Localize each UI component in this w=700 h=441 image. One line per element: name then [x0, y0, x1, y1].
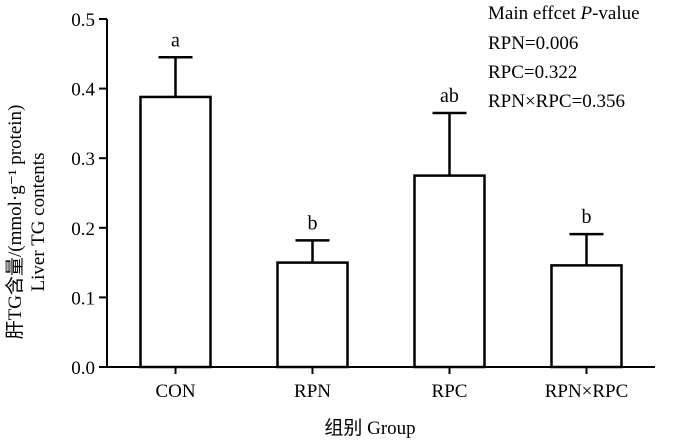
annotation-line-rpc: RPC=0.322	[488, 62, 577, 83]
y-axis-title-line1: 肝TG含量/(mmol·g⁻¹ protein)	[4, 105, 26, 340]
annotation-heading-p: P	[580, 3, 593, 24]
x-category-label: RPN×RPC	[545, 381, 629, 402]
annotation-heading-suffix: -value	[592, 3, 639, 24]
significance-letter: a	[171, 29, 180, 51]
y-tick-label: 0.1	[71, 288, 95, 309]
y-tick-label: 0.4	[71, 80, 95, 101]
y-axis-title-line2: Liver TG contents	[28, 153, 49, 292]
x-category-label: RPN	[294, 381, 331, 402]
bar	[413, 174, 486, 369]
significance-letter: ab	[440, 85, 459, 107]
y-tick-label: 0.0	[71, 358, 95, 379]
annotation-heading-prefix: Main effcet	[488, 3, 581, 24]
annotation-line-rpn: RPN=0.006	[488, 33, 578, 54]
y-tick-label: 0.5	[71, 10, 95, 31]
y-ticks-layer: 0.0 0.1 0.2 0.3 0.4 0.5	[71, 10, 107, 379]
significance-letter: b	[582, 206, 592, 228]
labels-layer: a CON b RPN ab RPC b RPN×RPC	[155, 29, 628, 402]
y-tick-label: 0.2	[71, 219, 95, 240]
effect-annotation: Main effcet P-value RPN=0.006 RPC=0.322 …	[488, 3, 640, 112]
annotation-line-interaction: RPN×RPC=0.356	[488, 91, 625, 112]
bars-layer	[139, 95, 623, 369]
bar	[276, 261, 349, 369]
annotation-heading: Main effcet P-value	[488, 3, 640, 24]
x-category-label: CON	[155, 381, 195, 402]
y-axis-title-en: Liver TG contents	[28, 153, 49, 292]
y-axis-title: 肝TG含量/(mmol·g⁻¹ protein)	[4, 105, 26, 340]
x-axis-title: 组别 Group	[324, 417, 415, 439]
bar	[550, 264, 623, 369]
bar	[139, 95, 212, 369]
y-tick-label: 0.3	[71, 149, 95, 170]
significance-letter: b	[308, 212, 318, 234]
x-category-label: RPC	[432, 381, 468, 402]
error-bars-layer	[158, 56, 604, 266]
axes-layer	[106, 19, 655, 368]
